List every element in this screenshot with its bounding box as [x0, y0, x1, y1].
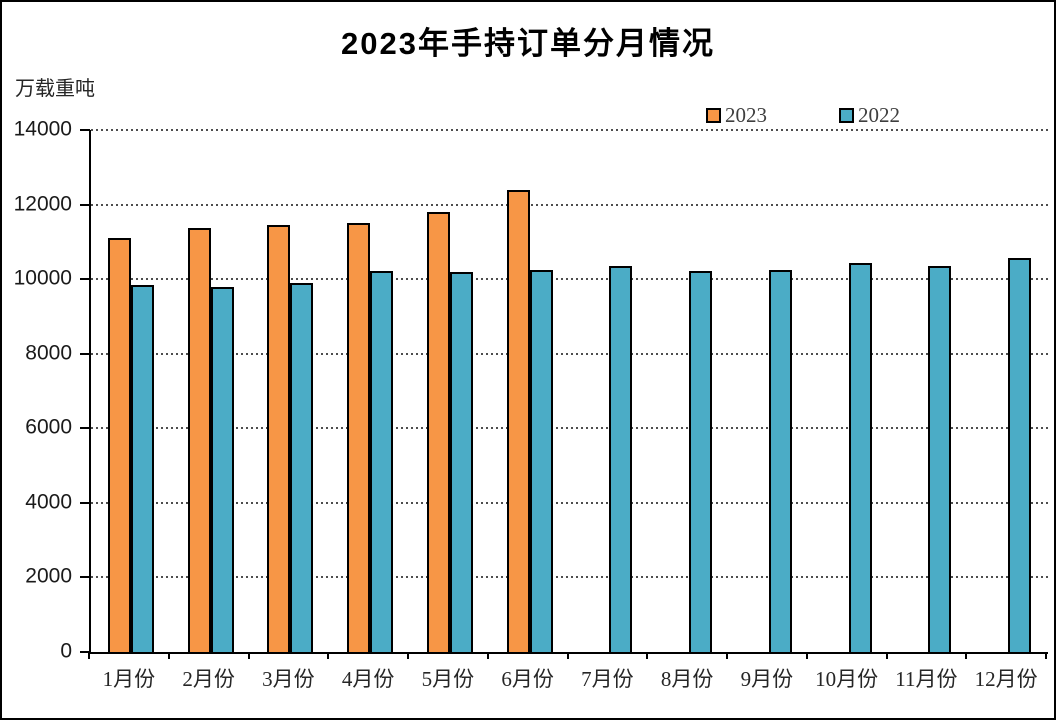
y-axis-tick-label: 14000 [13, 117, 72, 141]
y-axis-tick-label: 12000 [13, 192, 72, 216]
gridline [91, 427, 1048, 430]
bar-2023-2月份 [187, 228, 211, 652]
gridline [91, 129, 1048, 131]
gridline [91, 278, 1048, 281]
gridline [91, 501, 1048, 504]
bar-2023-6月份 [506, 190, 530, 652]
y-axis-tick [80, 651, 90, 653]
bar-2022-3月份 [290, 283, 314, 652]
x-axis-tick [327, 652, 330, 659]
bar-2022-9月份 [768, 270, 792, 652]
legend-label: 2022 [858, 103, 900, 127]
x-axis-tick [726, 652, 728, 659]
legend-label: 2023 [725, 103, 767, 127]
y-axis-unit-label: 万载重吨 [15, 78, 95, 100]
x-axis-tick-label: 4月份 [341, 667, 395, 691]
bar-2023-3月份 [267, 225, 291, 652]
bar-2022-2月份 [210, 287, 234, 652]
y-axis-tick-label: 0 [60, 639, 72, 663]
bar-2022-11月份 [928, 266, 952, 652]
plot-area [89, 129, 1048, 654]
y-axis-tick-label: 4000 [25, 490, 72, 514]
y-axis-tick [80, 203, 90, 206]
x-axis-tick [88, 652, 90, 659]
bar-2022-7月份 [609, 266, 633, 652]
bar-2023-1月份 [107, 238, 131, 652]
y-axis-tick [80, 278, 90, 281]
x-axis-tick [885, 652, 888, 659]
gridline [91, 576, 1048, 579]
x-axis-tick-label: 5月份 [421, 667, 475, 691]
chart-title: 2023年手持订单分月情况 [341, 26, 715, 61]
x-axis-tick [646, 652, 649, 659]
legend-swatch-icon [839, 108, 854, 123]
x-axis-tick [407, 652, 409, 659]
bar-2023-5月份 [426, 212, 450, 652]
x-axis-tick-label: 3月份 [262, 667, 315, 691]
x-axis-tick [566, 652, 569, 659]
x-axis-tick-label: 1月份 [102, 667, 156, 691]
x-axis-tick [805, 652, 808, 659]
x-axis-tick [247, 652, 250, 659]
bar-2022-12月份 [1008, 258, 1032, 652]
x-axis-tick [965, 652, 968, 659]
bar-2022-5月份 [449, 272, 473, 652]
y-axis-tick [80, 129, 90, 131]
gridline [91, 203, 1048, 206]
x-axis-tick-label: 7月份 [581, 667, 634, 691]
x-axis-tick [1045, 652, 1047, 659]
y-axis-tick [80, 501, 90, 504]
x-axis-tick-label: 8月份 [660, 667, 714, 691]
x-axis-tick [486, 652, 489, 659]
y-axis-tick [80, 576, 90, 579]
y-axis-tick-label: 8000 [25, 341, 72, 365]
x-axis-tick [167, 652, 170, 659]
x-axis-tick-label: 12月份 [974, 667, 1038, 691]
y-axis-tick-label: 10000 [13, 266, 72, 290]
x-axis-tick-label: 2月份 [182, 667, 235, 691]
y-axis-tick-label: 6000 [25, 415, 72, 439]
x-axis-tick-label: 11月份 [895, 667, 958, 691]
x-axis-tick-label: 9月份 [740, 667, 794, 691]
legend-item-2023: 2023 [706, 103, 767, 128]
y-axis-tick [80, 427, 90, 430]
gridline [91, 352, 1048, 355]
bar-2023-4月份 [347, 223, 371, 652]
y-axis-tick [80, 352, 90, 355]
x-axis-tick-label: 10月份 [815, 667, 879, 691]
bar-2022-1月份 [130, 285, 154, 652]
y-axis-tick-label: 2000 [25, 564, 72, 588]
legend-item-2022: 2022 [839, 103, 900, 128]
bar-2022-10月份 [848, 263, 872, 652]
bar-2022-8月份 [689, 271, 713, 652]
bar-2022-4月份 [370, 271, 394, 652]
legend: 2023 2022 [706, 103, 900, 128]
x-axis-tick-label: 6月份 [501, 667, 554, 691]
legend-swatch-icon [706, 108, 721, 123]
bar-2022-6月份 [529, 270, 553, 652]
